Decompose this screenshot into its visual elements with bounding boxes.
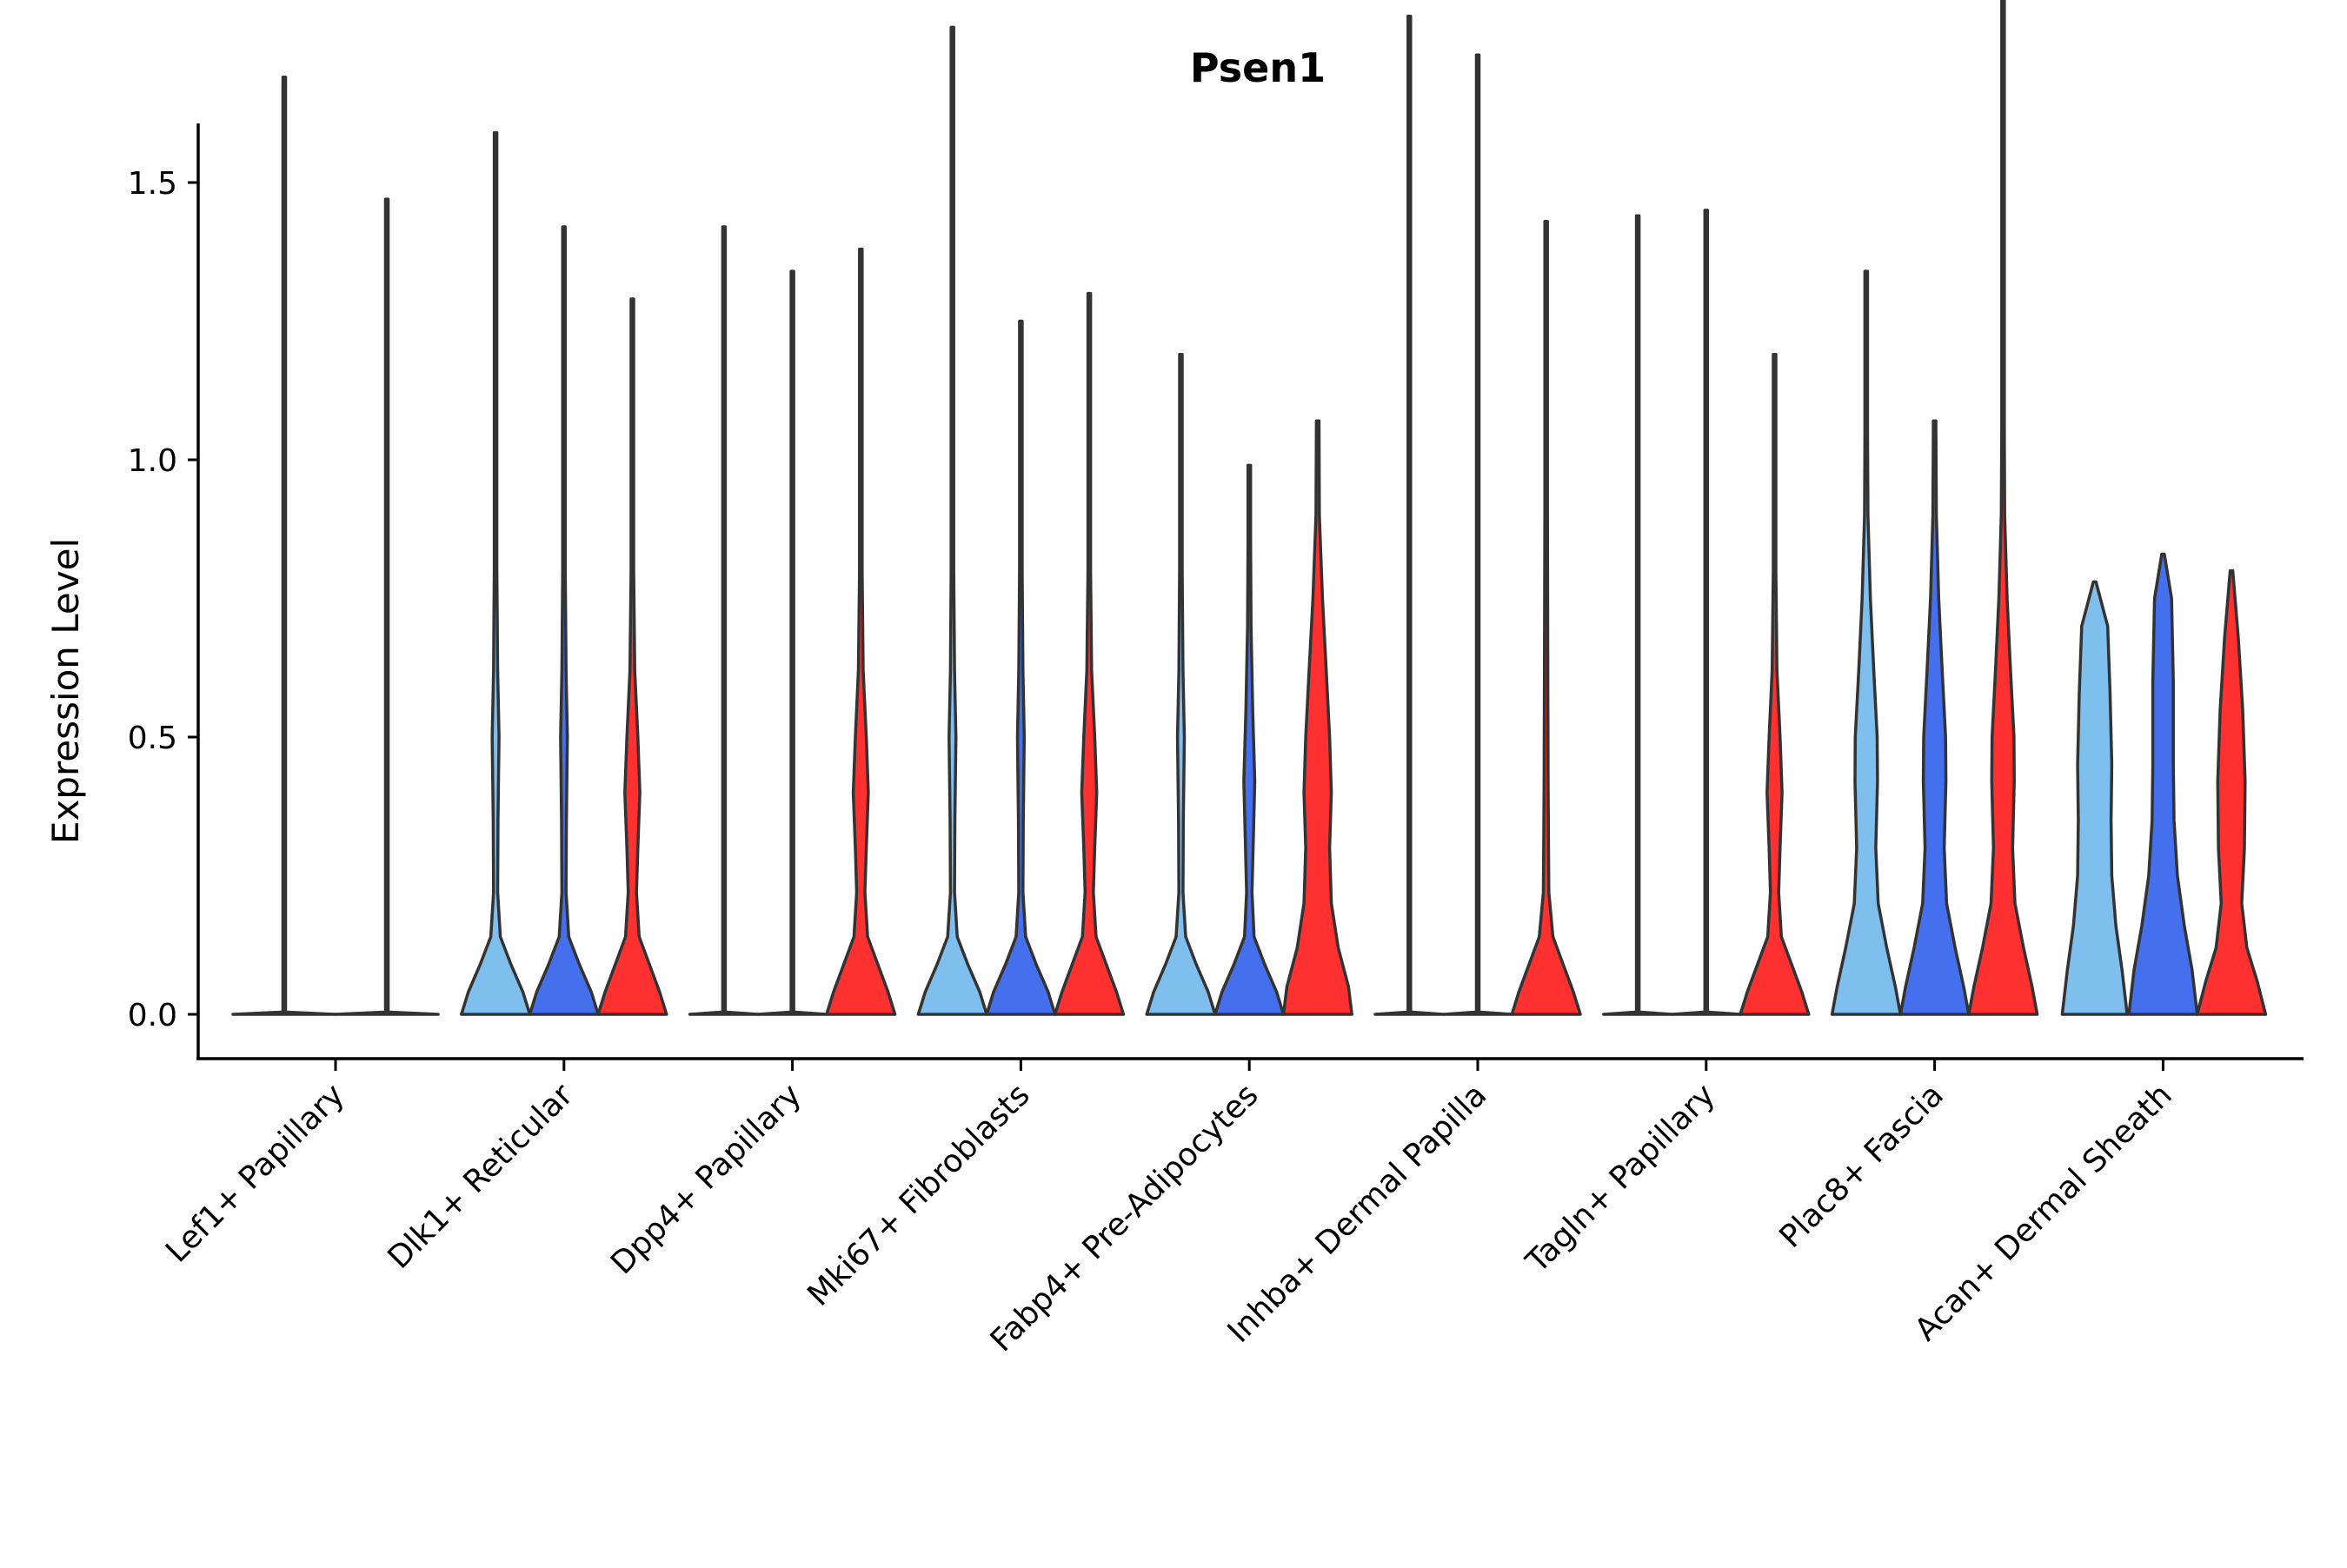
violins xyxy=(231,0,2268,1016)
violin-tagln-papillary-group-1 xyxy=(1670,209,1742,1016)
violin-plac8-fascia-group-1 xyxy=(1898,419,1971,1016)
violin-inhba-dermal-papilla-group-0 xyxy=(1373,14,1446,1016)
x-tick-label: Dpp4+ Papillary xyxy=(604,1077,808,1281)
violin-mki67-fibroblasts-group-1 xyxy=(985,319,1057,1016)
violin-fabp4-pre-adipocytes-group-2 xyxy=(1281,419,1353,1016)
violin-fabp4-pre-adipocytes-group-1 xyxy=(1213,463,1286,1016)
y-axis-label: Expression Level xyxy=(44,538,87,844)
violin-dpp4-papillary-group-2 xyxy=(825,247,897,1016)
x-tick-label: Lef1+ Papillary xyxy=(159,1077,351,1269)
y-ticks: 0.0 0.5 1.0 1.5 xyxy=(128,166,198,1033)
violin-acan-dermal-sheath-group-0 xyxy=(2060,580,2129,1016)
violin-inhba-dermal-papilla-group-2 xyxy=(1510,219,1582,1016)
violin-plac8-fascia-group-2 xyxy=(1967,0,2039,1016)
x-tick-label: Tagln+ Papillary xyxy=(1519,1077,1722,1280)
violin-plac8-fascia-group-0 xyxy=(1830,269,1903,1016)
violin-mki67-fibroblasts-group-0 xyxy=(916,25,988,1016)
x-tick-label: Fabp4+ Pre-Adipocytes xyxy=(984,1077,1266,1359)
violin-dlk1-reticular-group-2 xyxy=(596,297,668,1016)
violin-mki67-fibroblasts-group-2 xyxy=(1053,291,1126,1016)
violin-inhba-dermal-papilla-group-1 xyxy=(1441,53,1514,1016)
x-tick-label: Inhba+ Dermal Papilla xyxy=(1221,1077,1494,1350)
y-tick-label: 1.5 xyxy=(128,166,177,202)
y-tick-label: 0.0 xyxy=(128,998,177,1033)
violin-dpp4-papillary-group-1 xyxy=(756,269,828,1016)
x-tick-label: Mki67+ Fibroblasts xyxy=(801,1077,1036,1312)
violin-lef1-papillary-group-0 xyxy=(231,76,337,1016)
violin-tagln-papillary-group-2 xyxy=(1739,353,1811,1016)
x-tick-label: Plac8+ Fascia xyxy=(1772,1077,1950,1254)
violin-dpp4-papillary-group-0 xyxy=(688,225,761,1016)
x-ticks: Lef1+ Papillary Dlk1+ Reticular Dpp4+ Papi… xyxy=(159,1059,2179,1359)
violin-acan-dermal-sheath-group-1 xyxy=(2127,552,2199,1016)
violin-tagln-papillary-group-0 xyxy=(1602,214,1674,1016)
violin-dlk1-reticular-group-1 xyxy=(528,225,600,1016)
violin-fabp4-pre-adipocytes-group-0 xyxy=(1145,353,1217,1016)
x-tick-label: Acan+ Dermal Sheath xyxy=(1908,1077,2179,1348)
violin-lef1-papillary-group-1 xyxy=(334,197,440,1016)
y-tick-label: 0.5 xyxy=(128,721,177,756)
violin-acan-dermal-sheath-group-2 xyxy=(2195,568,2268,1016)
violin-dlk1-reticular-group-0 xyxy=(460,130,532,1016)
x-tick-label: Dlk1+ Reticular xyxy=(382,1077,581,1276)
chart-title: Psen1 xyxy=(1190,44,1326,91)
y-tick-label: 1.0 xyxy=(128,443,177,479)
